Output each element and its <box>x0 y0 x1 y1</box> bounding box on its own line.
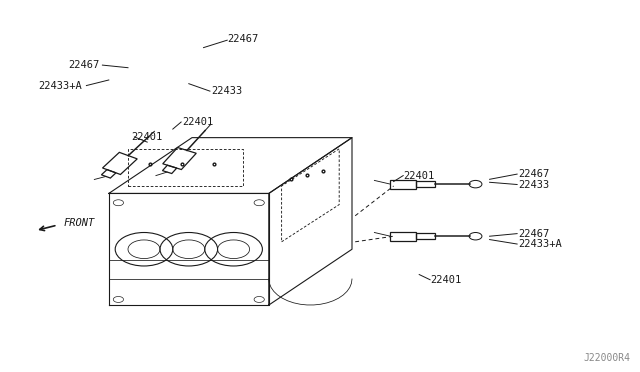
Text: 22467: 22467 <box>518 229 550 238</box>
Text: 22401: 22401 <box>430 275 461 285</box>
Text: 22433: 22433 <box>211 86 243 96</box>
Text: 22401: 22401 <box>131 132 163 142</box>
Text: 22433+A: 22433+A <box>38 81 82 90</box>
Text: 22401: 22401 <box>403 171 435 180</box>
Text: 22401: 22401 <box>182 117 214 127</box>
Text: 22433+A: 22433+A <box>518 239 562 249</box>
Text: 22467: 22467 <box>227 34 259 44</box>
Text: FRONT: FRONT <box>64 218 95 228</box>
Text: J22000R4: J22000R4 <box>584 353 630 363</box>
Text: 22433: 22433 <box>518 180 550 189</box>
Text: 22467: 22467 <box>518 169 550 179</box>
Text: 22467: 22467 <box>68 60 99 70</box>
